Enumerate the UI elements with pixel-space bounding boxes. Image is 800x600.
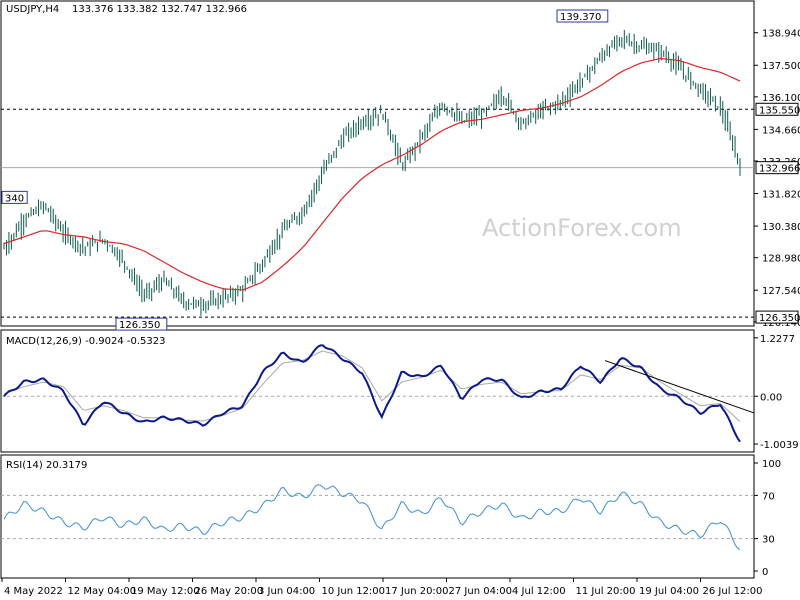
x-tick-label: 19 Jul 04:00 [639, 586, 699, 597]
price-annotation-0: 139.370 [560, 12, 601, 23]
macd-line [3, 344, 741, 443]
macd-tick-label: 1.2277 [760, 334, 795, 345]
candles [3, 29, 741, 316]
watermark: ActionForex.com [482, 214, 682, 242]
price-tick-label: 127.540 [762, 286, 800, 297]
price-tick-label: 130.380 [762, 222, 800, 233]
x-tick-label: 11 Jul 20:00 [576, 586, 636, 597]
x-tick-label: 10 Jun 12:00 [322, 586, 386, 597]
level-label-box [755, 102, 799, 116]
macd-signal-line [3, 350, 741, 422]
rsi-tick-label: 100 [762, 459, 781, 470]
rsi-tick-label: 0 [762, 567, 768, 578]
price-annotation-2: 126.350 [119, 320, 160, 331]
x-tick-label: 17 Jun 20:00 [385, 586, 449, 597]
macd-tick-label: -1.0039 [760, 440, 799, 451]
rsi-tick-label: 30 [762, 535, 775, 546]
macd-trendline [604, 360, 755, 414]
price-panel [0, 0, 755, 327]
price-annotation-1: 340 [5, 193, 24, 204]
rsi-title: RSI(14) 20.3179 [6, 460, 87, 471]
rsi-tick-label: 70 [762, 491, 775, 502]
x-tick-label: 19 May 12:00 [131, 586, 200, 597]
macd-title: MACD(12,26,9) -0.9024 -0.5323 [6, 336, 166, 347]
price-tick-label: 138.940 [762, 29, 800, 40]
level-label-1: 126.350 [759, 313, 800, 324]
rsi-line [3, 484, 741, 551]
price-tick-label: 128.980 [762, 254, 800, 265]
level-label-2: 132.966 [759, 164, 800, 175]
symbol-label: USDJPY,H4 [6, 4, 59, 15]
x-tick-label: 4 Jul 12:00 [512, 586, 566, 597]
price-annotation-box [115, 317, 168, 331]
x-tick-label: 12 May 04:00 [68, 586, 137, 597]
ohlc-values: 133.376 133.382 132.747 132.966 [72, 4, 247, 15]
level-label-box [755, 161, 799, 175]
x-tick-label: 26 Jul 12:00 [703, 586, 763, 597]
macd-panel [0, 329, 755, 453]
x-tick-label: 4 May 2022 [4, 586, 63, 597]
price-annotation-box [1, 190, 28, 204]
rsi-panel [0, 454, 755, 579]
level-label-box [755, 310, 799, 324]
price-tick-label: 134.660 [762, 125, 800, 136]
macd-tick-label: 0.00 [760, 392, 782, 403]
x-tick-label: 27 Jun 04:00 [449, 586, 513, 597]
level-label-0: 135.550 [759, 105, 800, 116]
price-tick-label: 136.100 [762, 93, 800, 104]
price-tick-label: 131.820 [762, 190, 800, 201]
price-annotation-box [556, 9, 609, 23]
x-tick-label: 3 Jun 04:00 [258, 586, 315, 597]
moving-average-line [3, 57, 741, 291]
x-tick-label: 26 May 20:00 [195, 586, 264, 597]
price-tick-label: 137.500 [762, 61, 800, 72]
